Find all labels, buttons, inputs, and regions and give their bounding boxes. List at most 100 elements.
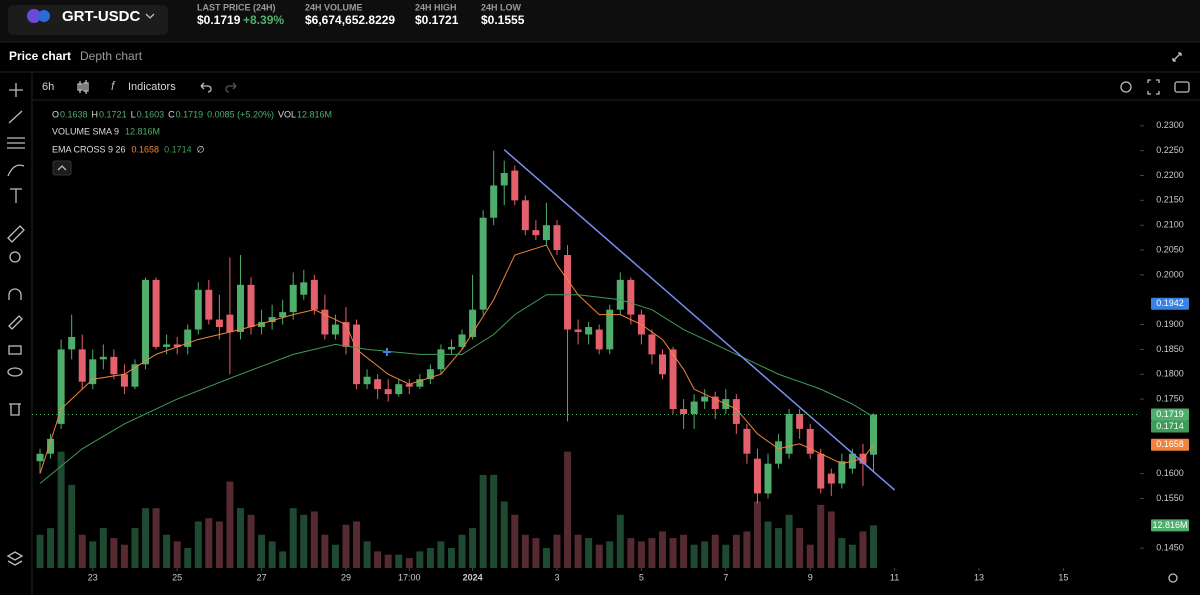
volume-bar	[120, 544, 128, 568]
candle-body	[68, 336, 76, 350]
volume-bar	[78, 534, 86, 568]
trash-tool[interactable]	[9, 403, 21, 416]
layers-tool[interactable]	[6, 551, 24, 566]
volume-bar	[300, 514, 308, 568]
y-tick-label: 0.1550	[1156, 493, 1184, 503]
candle-body	[268, 317, 276, 323]
x-tick-label: 2024	[463, 572, 483, 582]
interval[interactable]: 6h	[42, 81, 54, 93]
magnet-tool[interactable]	[8, 288, 22, 300]
volume-bar	[542, 548, 550, 568]
chevron	[145, 13, 155, 19]
settings-icon[interactable]	[1168, 573, 1178, 583]
candle-body	[405, 384, 413, 387]
volume-bar	[110, 538, 118, 568]
volume-bar	[226, 481, 234, 568]
candle-body	[627, 279, 635, 315]
volume-bar	[775, 528, 783, 568]
legend-letter: C	[168, 109, 175, 119]
volume-bar	[817, 504, 825, 568]
volume-bar	[574, 534, 582, 568]
candle-body	[342, 322, 350, 347]
undo-icon[interactable]	[200, 82, 212, 93]
ruler-tool[interactable]	[7, 225, 25, 243]
fullscreen-icon[interactable]	[1147, 79, 1160, 95]
text-tool[interactable]	[10, 188, 22, 203]
volume-bar	[215, 521, 223, 568]
stat-label: 24H HIGH	[415, 2, 457, 12]
volume-bar	[426, 548, 434, 568]
candle-body	[585, 327, 593, 335]
candle-body	[711, 396, 719, 410]
stat-label: LAST PRICE (24H)	[197, 2, 276, 12]
stat-label: 24H VOLUME	[305, 2, 363, 12]
candle-body	[827, 473, 835, 484]
lock-draw-tool[interactable]	[8, 315, 23, 330]
candle-body	[732, 399, 740, 424]
settings-icon[interactable]	[1120, 81, 1132, 93]
candle-body	[247, 284, 255, 328]
volume-bar	[458, 534, 466, 568]
volume-bar	[447, 548, 455, 568]
candle-body	[89, 359, 97, 385]
legend-vol: VOL	[278, 109, 296, 119]
eye-tool[interactable]	[7, 367, 23, 377]
indicators[interactable]: Indicators	[128, 81, 176, 93]
fib-tool[interactable]	[7, 137, 25, 149]
x-tick-label: 9	[808, 572, 813, 582]
legend-letter: H	[92, 109, 99, 119]
crosshair-tool[interactable]	[9, 83, 23, 97]
line-tool[interactable]	[8, 110, 23, 124]
redo-icon[interactable]	[225, 82, 237, 93]
candle-body	[236, 284, 244, 333]
x-tick-label: 29	[341, 572, 351, 582]
candle-body	[521, 200, 529, 231]
fx-icon: f	[111, 79, 116, 93]
x-tick-label: 17:00	[398, 572, 421, 582]
collapse-legend[interactable]	[52, 160, 72, 176]
volume-bar	[627, 538, 635, 568]
volume-bar	[205, 518, 213, 568]
volume-bar	[479, 474, 487, 568]
candle-body	[490, 185, 498, 218]
candle-type-icon[interactable]	[77, 80, 89, 94]
volume-bar	[521, 534, 529, 568]
brush-tool[interactable]	[7, 164, 25, 177]
tab[interactable]: Depth chart	[80, 49, 143, 63]
volume-bar	[722, 544, 730, 568]
candle-body	[574, 329, 582, 333]
volume-bar	[469, 528, 477, 568]
ema-badge	[1151, 438, 1189, 451]
volume-bar	[184, 548, 192, 568]
x-tick-label: 11	[890, 572, 899, 582]
trend-line	[503, 149, 896, 491]
y-tick-label: 0.1450	[1156, 543, 1184, 553]
plot: 0.1450 0.1550 0.1600 0.1750 0.1800 0.1850 0.19…	[32, 120, 1189, 582]
lock-tool[interactable]	[8, 345, 22, 355]
pair: GRT-USDC	[62, 8, 141, 25]
volume-bar	[859, 531, 867, 568]
zoom-tool[interactable]	[9, 251, 21, 263]
camera-icon[interactable]	[1174, 81, 1190, 93]
candle-body	[658, 354, 666, 375]
alert-badge-label: 0.1942	[1156, 298, 1184, 308]
candle-body	[669, 349, 677, 410]
volume-bar	[753, 501, 761, 568]
candle-body	[215, 319, 223, 328]
legend-ema-value: 0.1658	[132, 144, 160, 154]
volume-bar	[796, 528, 804, 568]
volume-bar	[142, 508, 150, 568]
volume-bar	[247, 514, 255, 568]
tab-active[interactable]: Price chart	[9, 49, 71, 63]
candle-body	[384, 389, 392, 395]
ema-badge-label: 0.1658	[1156, 439, 1184, 449]
volume-bar	[827, 511, 835, 568]
expand-icon[interactable]	[1172, 52, 1182, 62]
candle-body	[690, 401, 698, 414]
volume-bar	[374, 551, 382, 568]
volume-sma-badge	[1151, 519, 1189, 532]
candle-body	[120, 374, 128, 387]
legend-value: 0.1603	[137, 109, 165, 119]
volume-bar	[658, 531, 666, 568]
